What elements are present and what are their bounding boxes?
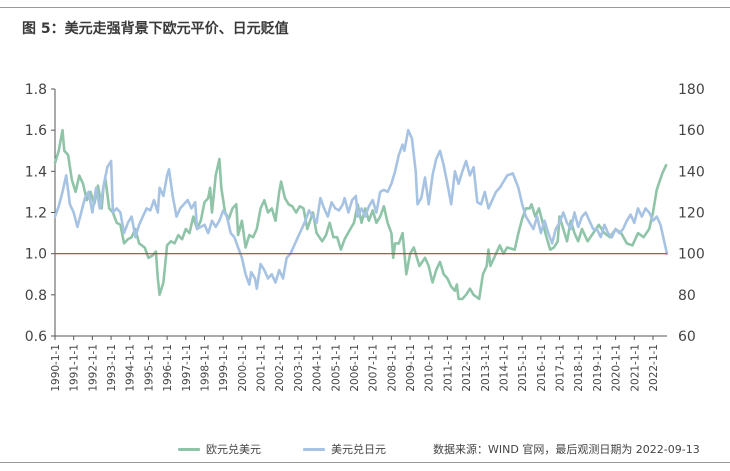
x-tick-label: 2010-1-1 [424, 344, 436, 392]
x-tick-label: 1997-1-1 [181, 344, 193, 392]
x-tick-label: 2004-1-1 [312, 344, 324, 392]
x-tick-label: 2008-1-1 [386, 344, 398, 392]
x-tick-label: 1992-1-1 [87, 344, 99, 392]
y-right-tick-label: 80 [678, 288, 696, 304]
y-left-tick-label: 0.6 [25, 329, 47, 345]
x-tick-label: 2000-1-1 [237, 344, 249, 392]
x-tick-label: 2017-1-1 [555, 344, 567, 392]
x-tick-label: 1993-1-1 [106, 344, 118, 392]
legend-item-usdjpy: 美元兑日元 [303, 441, 386, 457]
y-right-tick-label: 140 [678, 164, 705, 180]
y-right-tick-label: 180 [678, 82, 705, 98]
x-tick-label: 2021-1-1 [629, 344, 641, 392]
source-note: 数据来源：WIND 官网，最后观测日期为 2022-09-13 [433, 443, 700, 456]
x-tick-label: 2011-1-1 [442, 344, 454, 392]
legend-swatch-usdjpy [303, 447, 325, 451]
x-tick-label: 2016-1-1 [536, 344, 548, 392]
legend-swatch-eurusd [178, 447, 200, 451]
x-tick-label: 2002-1-1 [274, 344, 286, 392]
x-tick-label: 2012-1-1 [461, 344, 473, 392]
top-rule [0, 7, 730, 8]
series-line-usdjpy [53, 128, 669, 290]
x-tick-label: 1990-1-1 [50, 344, 62, 392]
y-left-tick-label: 1.0 [25, 247, 47, 263]
legend-label-usdjpy: 美元兑日元 [331, 443, 386, 456]
x-tick-label: 1998-1-1 [199, 344, 211, 392]
y-left-tick-label: 0.8 [25, 288, 47, 304]
x-tick-label: 2006-1-1 [349, 344, 361, 392]
x-tick-label: 2022-1-1 [648, 344, 660, 392]
figure-title: 图 5：美元走强背景下欧元平价、日元贬值 [22, 21, 289, 37]
x-tick-label: 2018-1-1 [573, 344, 585, 392]
y-left-tick-label: 1.6 [25, 123, 47, 139]
bottom-rule [0, 462, 730, 463]
x-tick-label: 2007-1-1 [368, 344, 380, 392]
y-right-tick-label: 160 [678, 123, 705, 139]
x-tick-label: 2020-1-1 [611, 344, 623, 392]
x-tick-label: 1991-1-1 [69, 344, 81, 392]
x-tick-label: 1996-1-1 [162, 344, 174, 392]
x-tick-label: 2001-1-1 [256, 344, 268, 392]
y-right-tick-label: 100 [678, 247, 705, 263]
y-right-tick-label: 60 [678, 329, 696, 345]
x-tick-label: 2009-1-1 [405, 344, 417, 392]
x-tick-label: 1994-1-1 [125, 344, 137, 392]
y-left-tick-label: 1.2 [25, 206, 47, 222]
y-left-tick-label: 1.8 [25, 82, 47, 98]
legend-item-eurusd: 欧元兑美元 [178, 441, 261, 457]
legend-label-eurusd: 欧元兑美元 [206, 443, 261, 456]
x-tick-label: 2005-1-1 [330, 344, 342, 392]
x-tick-label: 2003-1-1 [293, 344, 305, 392]
y-left-tick-label: 1.4 [25, 164, 47, 180]
y-right-tick-label: 120 [678, 206, 705, 222]
x-tick-label: 2014-1-1 [498, 344, 510, 392]
x-tick-label: 2013-1-1 [480, 344, 492, 392]
x-tick-label: 1999-1-1 [218, 344, 230, 392]
x-tick-label: 2015-1-1 [517, 344, 529, 392]
x-tick-label: 2019-1-1 [592, 344, 604, 392]
x-tick-label: 1995-1-1 [143, 344, 155, 392]
